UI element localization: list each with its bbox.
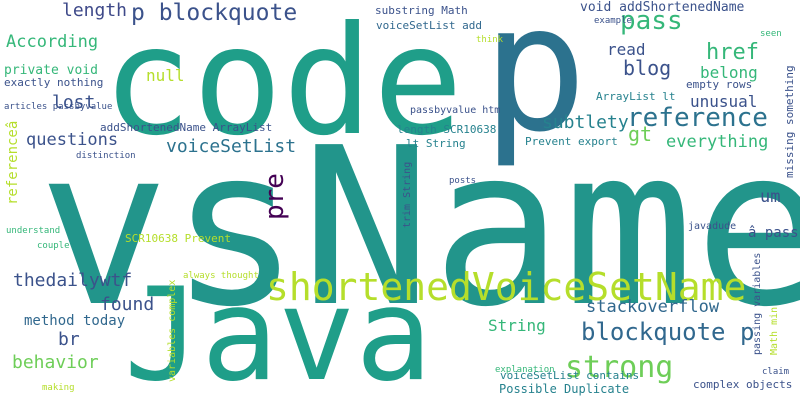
word-empty-rows: empty rows bbox=[686, 78, 753, 91]
word-vsname: vsName bbox=[38, 102, 800, 355]
word-br: br bbox=[58, 329, 80, 350]
word-reference-a: referenceâ bbox=[5, 120, 21, 205]
word-belong: belong bbox=[700, 63, 758, 82]
word-read: read bbox=[607, 40, 646, 59]
word-voicesetlist: voiceSetList bbox=[166, 136, 297, 157]
word-complex-objects: complex objects bbox=[693, 378, 793, 391]
word-length: length bbox=[62, 0, 128, 21]
word-javadude: javadude bbox=[688, 221, 737, 232]
word-href: href bbox=[706, 40, 759, 65]
word-thedailywtf: thedailywtf bbox=[13, 270, 133, 291]
word-voicesetlist-add: voiceSetList add bbox=[376, 19, 482, 32]
word-according: According bbox=[6, 32, 99, 52]
word-addshortenedname-arraylist: addShortenedName ArrayList bbox=[100, 121, 273, 134]
word-arraylist-lt: ArrayList lt bbox=[596, 90, 676, 103]
word-java: Java bbox=[124, 261, 433, 400]
word-scr10638-prevent: SCR10638 Prevent bbox=[125, 232, 231, 245]
word-making: making bbox=[42, 383, 75, 393]
word-claim: claim bbox=[762, 367, 790, 377]
word-posts: posts bbox=[449, 176, 477, 186]
word-string: String bbox=[488, 316, 546, 335]
word-exactly-nothing: exactly nothing bbox=[4, 76, 104, 89]
word-found: found bbox=[100, 294, 155, 315]
word-seen: seen bbox=[760, 29, 782, 39]
word-um: um bbox=[760, 187, 781, 207]
word-unusual: unusual bbox=[690, 92, 758, 111]
word-code: code bbox=[102, 0, 464, 169]
word-example: example bbox=[594, 16, 632, 26]
word-everything: everything bbox=[666, 132, 769, 152]
word-prevent-export: Prevent export bbox=[525, 135, 618, 148]
word-trim-string: trim String bbox=[402, 161, 413, 228]
word-always-thought: always thought bbox=[183, 271, 259, 281]
word-blockquote-p: blockquote p bbox=[581, 318, 755, 346]
word-shortenedvoicesetname: shortenedVoiceSetName bbox=[266, 265, 747, 309]
word-passing-variables: passing variables bbox=[752, 252, 763, 355]
word-pass: pass bbox=[620, 6, 683, 36]
word-private-void: private void bbox=[4, 63, 98, 78]
word-reference: reference bbox=[627, 103, 768, 133]
word-variables-complex: variables complex bbox=[167, 279, 178, 382]
word-distinction: distinction bbox=[76, 151, 136, 161]
word-couple: couple bbox=[37, 241, 70, 251]
word-void-addshortenedname: void addShortenedName bbox=[580, 0, 745, 15]
word-subtlety: subtlety bbox=[542, 112, 629, 133]
word-behavior: behavior bbox=[12, 352, 99, 373]
word-missing-something: missing something bbox=[783, 65, 796, 178]
word-think: think bbox=[476, 35, 504, 45]
word-substring-math: substring Math bbox=[375, 4, 468, 17]
word-lt-string: lt String bbox=[406, 137, 466, 150]
word-math-min: Math min bbox=[769, 306, 780, 355]
word-articles-passbyvalue: articles passbyvalue bbox=[4, 102, 113, 112]
word-p-blockquote: p blockquote bbox=[131, 0, 298, 26]
word-method-today: method today bbox=[24, 313, 126, 329]
word-voicesetlist-contains: voiceSetList contains bbox=[500, 369, 640, 382]
word-possible-duplicate: Possible Duplicate bbox=[499, 382, 630, 396]
word-questions: questions bbox=[26, 130, 119, 150]
word-blog: blog bbox=[623, 56, 672, 80]
word-gt: gt bbox=[628, 122, 653, 146]
word-understand: understand bbox=[6, 226, 61, 236]
word-pre: pre bbox=[260, 173, 290, 220]
word-p: p bbox=[482, 0, 588, 171]
word-lost: lost bbox=[52, 92, 96, 113]
word-stackoverflow: stackoverflow bbox=[586, 297, 720, 317]
word-null: null bbox=[146, 66, 185, 85]
word-explanation: explanation bbox=[495, 365, 555, 375]
word-a-pass: â pass bbox=[748, 225, 799, 241]
word-strong: strong bbox=[565, 350, 674, 385]
word-passbyvalue-htm: passbyvalue htm bbox=[410, 105, 501, 116]
word-length-scr10638: length SCR10638 bbox=[397, 123, 497, 136]
